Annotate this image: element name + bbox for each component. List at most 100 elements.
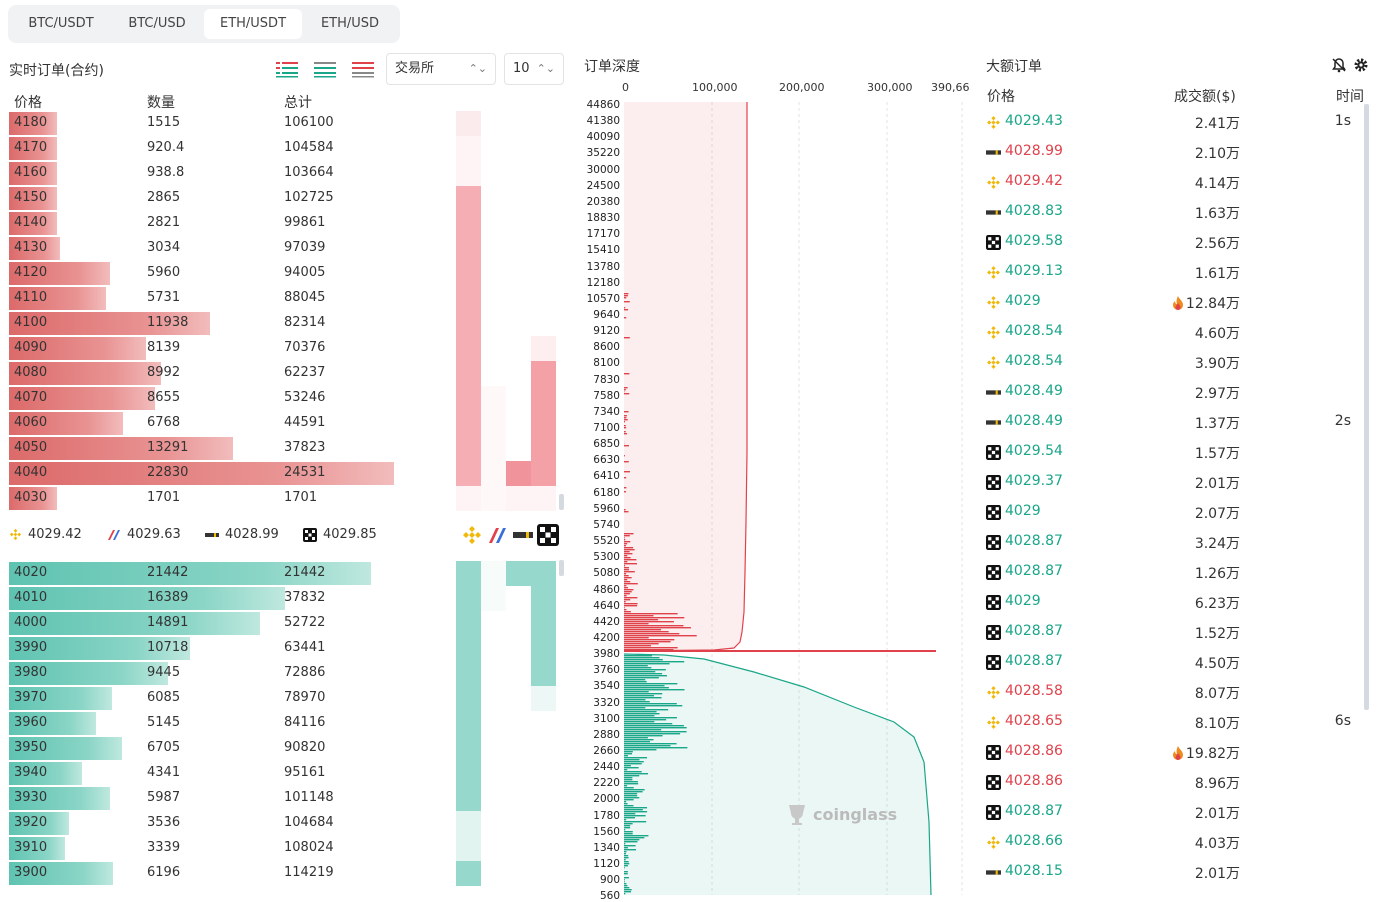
bid-level-bar [624,779,632,780]
depth-ytick: 7830 [584,374,620,386]
tab-eth-usdt[interactable]: ETH/USDT [204,9,302,39]
bid-level-bar [624,687,669,688]
large-order-price: 4028.86 [1005,743,1063,759]
large-orders-scrollbar[interactable] [1364,104,1369,710]
bid-price: 3930 [14,790,47,805]
heat-cell [481,486,506,511]
ask-qty: 920.4 [147,140,184,155]
bid-level-bar [624,857,629,858]
bid-level-bar [624,703,677,704]
tab-btc-usdt[interactable]: BTC/USDT [12,9,110,39]
tab-eth-usd[interactable]: ETH/USD [302,9,398,39]
bell-mute-icon[interactable] [1331,57,1347,73]
bid-scrollbar[interactable] [559,560,564,576]
gear-icon[interactable] [1353,57,1369,73]
okx-filter-icon[interactable] [537,524,559,546]
exchange-select[interactable]: 交易所 ⌃⌄ [386,53,496,85]
heat-cell [531,636,556,661]
depth-select[interactable]: 10 ⌃⌄ [504,53,564,85]
depth-ytick: 20380 [584,196,620,208]
view-asks-icon[interactable] [349,58,377,80]
binance-icon [9,528,22,541]
bid-level-bar [624,847,628,848]
heat-cell [456,686,481,711]
bid-level-bar [624,865,628,866]
ask-total: 97039 [284,240,325,255]
depth-ytick: 900 [584,874,620,886]
view-both-icon[interactable] [273,58,301,80]
ask-level-bar [624,613,678,614]
bid-level-bar [624,699,645,700]
view-bids-icon[interactable] [311,58,339,80]
ask-depth-bar [9,462,394,485]
okx-icon [986,565,1001,580]
ask-qty: 938.8 [147,165,184,180]
ask-total: 70376 [284,340,325,355]
bitmex-filter-icon[interactable] [487,524,509,546]
tab-btc-usd[interactable]: BTC/USD [110,9,204,39]
bid-level-bar [624,813,635,814]
bybit-filter-icon[interactable] [512,524,534,546]
depth-ytick: 5300 [584,551,620,563]
binance-filter-icon[interactable] [461,524,483,546]
ask-scrollbar[interactable] [559,494,564,510]
exchange-prices: 4029.42 4029.63 4028.99 4029.85 [9,524,569,548]
bid-total: 52722 [284,615,325,630]
